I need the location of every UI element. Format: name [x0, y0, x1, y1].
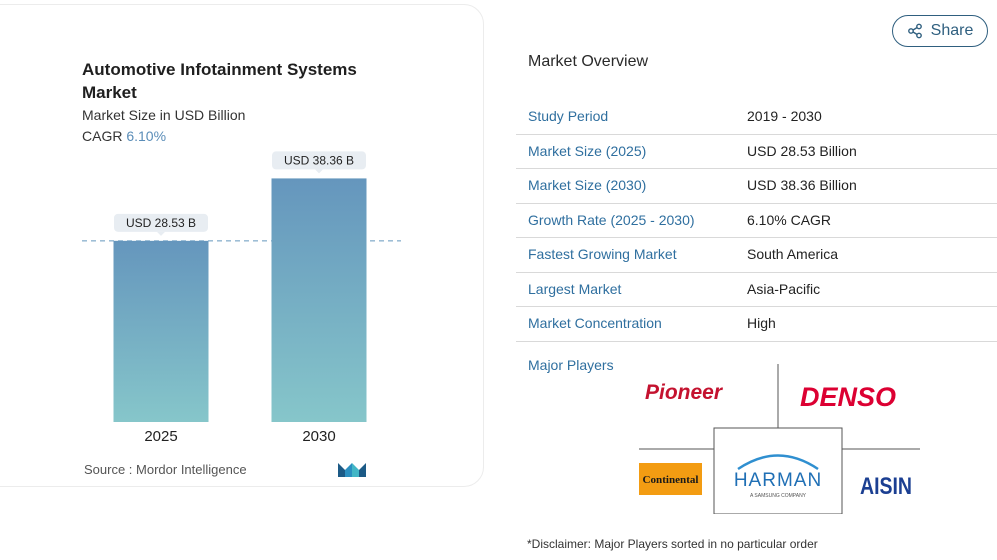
- x-tick-label: 2025: [144, 428, 177, 445]
- chart-subtitle: Market Size in USD Billion: [82, 107, 246, 123]
- market-overview-table: Study Period 2019 - 2030 Market Size (20…: [516, 100, 997, 342]
- pioneer-logo: Pioneer: [645, 381, 724, 404]
- bar-2025: [113, 240, 209, 422]
- overview-row-market-size-2025: Market Size (2025) USD 28.53 Billion: [516, 135, 997, 169]
- bar-chart: USD 28.53 B 2025 USD 38.36 B 2030: [82, 151, 401, 445]
- share-button[interactable]: Share: [892, 15, 988, 47]
- chart-card: [0, 4, 484, 487]
- data-label-pointer: [157, 231, 165, 236]
- overview-row-study-period: Study Period 2019 - 2030: [516, 100, 997, 135]
- share-icon: [907, 23, 922, 39]
- overview-value: 6.10% CAGR: [747, 211, 832, 228]
- overview-row-market-concentration: Market Concentration High: [516, 307, 997, 342]
- overview-row-market-size-2030: Market Size (2030) USD 38.36 Billion: [516, 169, 997, 204]
- data-label-pointer: [315, 169, 323, 174]
- overview-key: Market Size (2025): [528, 142, 647, 159]
- major-players-label: Major Players: [528, 357, 614, 373]
- x-tick-label: 2030: [302, 428, 335, 445]
- overview-value: High: [747, 315, 776, 331]
- overview-row-growth-rate: Growth Rate (2025 - 2030) 6.10% CAGR: [516, 204, 997, 238]
- aisin-logo: AISIN: [860, 473, 912, 500]
- data-label: USD 38.36 B: [284, 153, 354, 167]
- continental-logo: Continental: [643, 474, 699, 486]
- mordor-intelligence-logo-icon: [338, 463, 366, 477]
- harman-arc-icon: [737, 454, 819, 471]
- major-players-logos: Pioneer DENSO Continental HARMAN A SAMSU…: [639, 364, 920, 514]
- overview-value: South America: [747, 246, 839, 262]
- chart-source: Source : Mordor Intelligence: [84, 462, 247, 477]
- overview-value: Asia-Pacific: [747, 280, 821, 297]
- harman-tagline: A SAMSUNG COMPANY: [750, 493, 807, 499]
- continental-logo-bg: [639, 463, 702, 495]
- cagr-value: 6.10%: [126, 128, 167, 144]
- share-label: Share: [930, 22, 974, 39]
- harman-logo: HARMAN: [734, 470, 822, 491]
- overview-key: Study Period: [528, 108, 609, 124]
- denso-logo: DENSO: [800, 382, 896, 412]
- overview-value: USD 28.53 Billion: [747, 142, 857, 159]
- overview-key: Market Concentration: [528, 315, 662, 331]
- overview-row-fastest-growing: Fastest Growing Market South America: [516, 238, 997, 273]
- data-label-bg: [114, 213, 208, 232]
- disclaimer: *Disclaimer: Major Players sorted in no …: [527, 537, 818, 551]
- data-label-bg: [272, 151, 366, 170]
- data-label: USD 28.53 B: [126, 216, 196, 230]
- bar-2030: [271, 178, 367, 422]
- overview-value: USD 38.36 Billion: [747, 177, 857, 193]
- chart-cagr: CAGR 6.10%: [82, 128, 166, 144]
- overview-key: Market Size (2030): [528, 177, 647, 193]
- market-overview-title: Market Overview: [528, 53, 649, 70]
- overview-key: Largest Market: [528, 280, 622, 297]
- overview-row-largest-market: Largest Market Asia-Pacific: [516, 273, 997, 307]
- overview-key: Growth Rate (2025 - 2030): [528, 211, 695, 228]
- overview-value: 2019 - 2030: [747, 108, 822, 124]
- chart-title: Automotive Infotainment Systems Market: [82, 60, 357, 102]
- cagr-label: CAGR: [82, 128, 123, 144]
- overview-key: Fastest Growing Market: [528, 246, 677, 262]
